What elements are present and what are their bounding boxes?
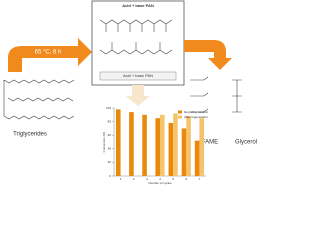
down-arrow: [126, 85, 150, 106]
x-tick-label: 1: [120, 177, 122, 181]
x-axis-label: Number of cycles: [148, 181, 172, 185]
legend-swatch: [178, 110, 182, 114]
product-label: FAME: [202, 140, 218, 146]
legend-label: After regeneration: [184, 115, 208, 119]
product-arrow: [184, 40, 232, 70]
product-label: Glycerol: [235, 140, 257, 146]
bar: [142, 114, 147, 176]
bar: [194, 140, 200, 176]
bar: [160, 114, 165, 176]
bar: [129, 112, 134, 176]
triglyceride-structure: [3, 79, 75, 120]
y-tick-label: 60: [108, 133, 112, 137]
legend-swatch: [178, 115, 182, 119]
reactant-label: Triglycerides: [13, 132, 47, 138]
y-tick-label: 100: [106, 106, 111, 110]
polymer-structure: [99, 19, 173, 55]
graphical-abstract: 65 °C, 8 h Acid + base PAN Acid + base P…: [3, 0, 257, 185]
bar: [173, 113, 178, 176]
catalyst-label: Acid + base PAN: [123, 73, 153, 78]
product-structures: [190, 76, 242, 113]
bar: [155, 118, 160, 176]
y-axis-label: Conversion (%): [102, 132, 106, 153]
x-tick-label: 5: [172, 177, 174, 181]
x-tick-label: 2: [133, 177, 135, 181]
x-tick-label: 7: [199, 177, 201, 181]
bar: [199, 118, 205, 176]
x-tick-label: 3: [146, 177, 148, 181]
catalyst-banner: [99, 71, 177, 81]
legend-label: Recycling catalyst: [184, 110, 208, 114]
bar: [186, 116, 191, 176]
bar: [168, 122, 174, 176]
y-tick-label: 80: [108, 119, 112, 123]
condition: 65 °C, 8 h: [35, 50, 62, 56]
bar: [181, 128, 187, 176]
y-tick-label: 20: [108, 160, 112, 164]
x-tick-label: 4: [159, 177, 161, 181]
catalyst-label: Acid + base PAN: [122, 3, 154, 8]
x-tick-label: 6: [185, 177, 187, 181]
y-tick-label: 40: [108, 147, 112, 151]
bar: [115, 109, 121, 176]
bar-chart: Number of cycles Conversion (%) 0 20 40 60 8…: [102, 106, 209, 185]
reaction-arrow: [8, 38, 92, 72]
y-tick-label: 0: [109, 174, 111, 178]
